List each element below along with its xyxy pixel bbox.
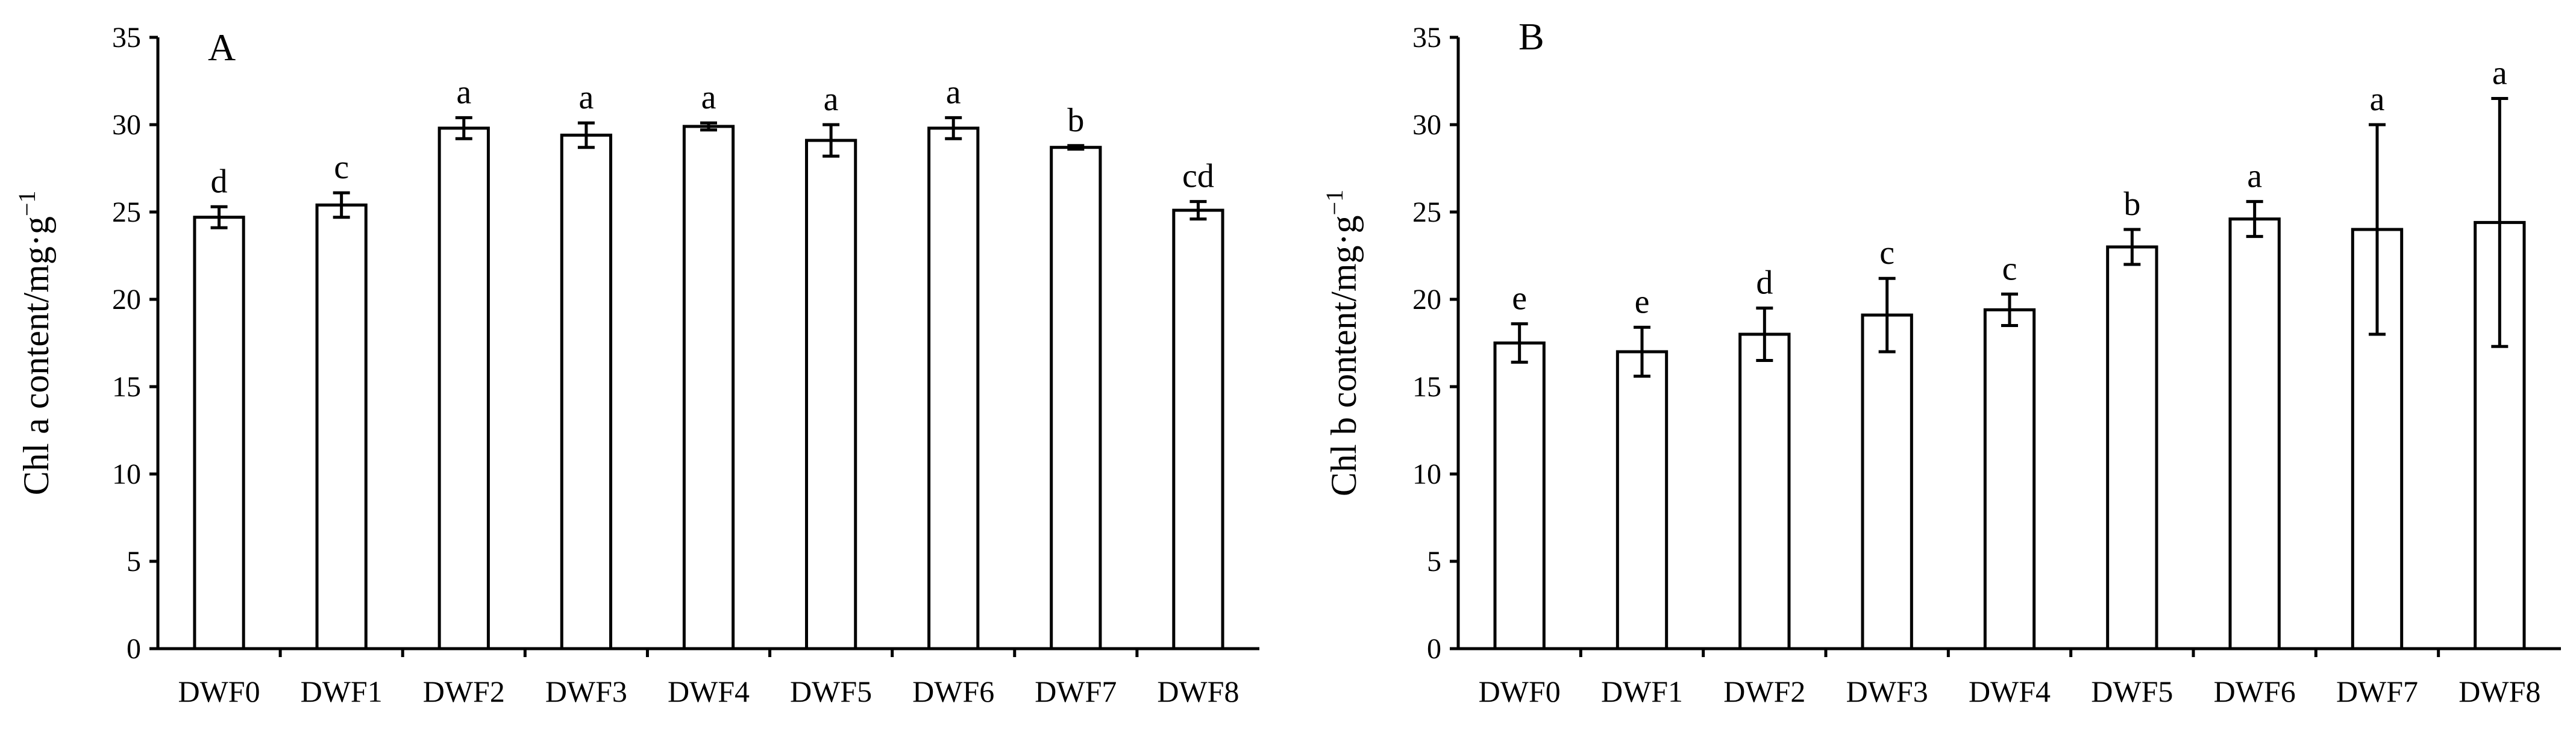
x-tick-label: DWF3 xyxy=(545,675,627,708)
y-tick-label: 5 xyxy=(1427,546,1441,578)
y-tick-label: 35 xyxy=(1412,22,1441,54)
significance-label: a xyxy=(2492,55,2507,92)
x-tick-label: DWF2 xyxy=(1723,675,1805,708)
x-tick-label: DWF1 xyxy=(1601,675,1683,708)
significance-label: e xyxy=(1512,280,1527,317)
bar xyxy=(193,216,245,650)
x-tick-label: DWF0 xyxy=(1479,675,1561,708)
bar xyxy=(315,203,368,650)
significance-label: a xyxy=(578,79,594,116)
significance-label: c xyxy=(1879,234,1894,272)
chart-panel-a: 0 5 10 15 20 25 30 35 DWF0 d DWF1 c DWF2 a DWF3 a DWF4 a D… xyxy=(13,22,1259,708)
y-tick-label: 0 xyxy=(127,633,141,665)
x-tick-label: DWF7 xyxy=(1035,675,1117,708)
significance-label: d xyxy=(1756,264,1773,302)
y-axis-label-main: Chl a content/mg·g xyxy=(16,216,56,495)
y-tick-label: 0 xyxy=(1427,633,1441,665)
bar xyxy=(682,125,735,650)
x-tick-label: DWF5 xyxy=(2091,675,2173,708)
x-tick-label: DWF7 xyxy=(2336,675,2418,708)
significance-label: a xyxy=(456,73,471,111)
x-tick-label: DWF8 xyxy=(1157,675,1239,708)
y-tick-label: 10 xyxy=(1412,458,1441,490)
significance-label: a xyxy=(701,79,716,116)
bar xyxy=(1983,308,2036,650)
bar xyxy=(2474,220,2526,650)
significance-label: a xyxy=(2247,158,2262,195)
bar xyxy=(1050,146,1102,650)
y-tick-label: 15 xyxy=(112,371,141,403)
x-tick-label: DWF8 xyxy=(2458,675,2540,708)
y-axis-label-superscript: −1 xyxy=(1321,190,1348,216)
significance-label: c xyxy=(2002,250,2017,287)
bar xyxy=(1861,313,1913,650)
panel-label: A xyxy=(208,26,236,69)
bar xyxy=(927,126,980,650)
x-tick-label: DWF2 xyxy=(423,675,505,708)
x-tick-label: DWF4 xyxy=(668,675,750,708)
bar xyxy=(2106,245,2158,650)
y-axis-label-main: Chl b content/mg·g xyxy=(1324,215,1364,496)
y-tick-label: 20 xyxy=(1412,284,1441,316)
y-axis-label: Chl b content/mg·g−1 xyxy=(1321,190,1364,496)
y-axis-label: Chl a content/mg·g−1 xyxy=(13,191,56,496)
x-tick-label: DWF6 xyxy=(2214,675,2296,708)
significance-label: e xyxy=(1635,283,1650,320)
panel-label: B xyxy=(1518,15,1544,58)
y-tick-label: 5 xyxy=(127,546,141,578)
bar xyxy=(437,126,490,650)
y-tick-label: 35 xyxy=(112,22,141,54)
x-tick-label: DWF1 xyxy=(301,675,383,708)
significance-label: cd xyxy=(1182,158,1214,195)
significance-label: a xyxy=(824,81,839,118)
y-tick-label: 25 xyxy=(1412,196,1441,228)
significance-label: d xyxy=(211,163,228,200)
x-tick-label: DWF6 xyxy=(912,675,994,708)
y-tick-label: 30 xyxy=(1412,109,1441,141)
y-tick-label: 10 xyxy=(112,458,141,490)
y-tick-label: 20 xyxy=(112,284,141,316)
y-tick-label: 25 xyxy=(112,196,141,228)
bar xyxy=(1615,350,1669,650)
bar xyxy=(560,133,613,650)
x-tick-label: DWF4 xyxy=(1969,675,2051,708)
y-tick-label: 30 xyxy=(112,109,141,141)
significance-label: c xyxy=(334,149,349,186)
significance-label: a xyxy=(2370,81,2385,118)
x-tick-label: DWF3 xyxy=(1846,675,1928,708)
chart-panel-b: 0 5 10 15 20 25 30 35 DWF0 e DWF1 e DWF2 d DWF3 c DWF4 c D… xyxy=(1321,15,2561,708)
x-tick-label: DWF0 xyxy=(178,675,260,708)
significance-label: b xyxy=(1067,102,1084,139)
bar xyxy=(804,139,857,650)
bar xyxy=(1493,341,1546,650)
bar xyxy=(2228,217,2281,650)
bar xyxy=(1172,208,1224,650)
significance-label: b xyxy=(2123,186,2140,223)
bar xyxy=(1738,332,1791,650)
x-tick-label: DWF5 xyxy=(790,675,872,708)
y-axis-label-superscript: −1 xyxy=(13,191,40,217)
y-tick-label: 15 xyxy=(1412,371,1441,403)
significance-label: a xyxy=(946,73,961,111)
